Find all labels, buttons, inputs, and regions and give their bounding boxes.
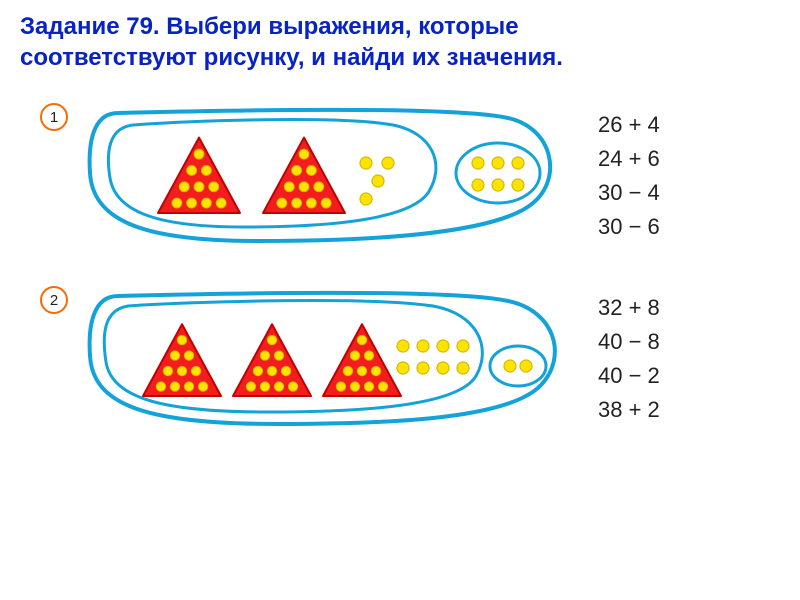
expression: 24 + 6: [598, 142, 660, 176]
title-line-2: соответствуют рисунку, и найди их значен…: [20, 44, 563, 71]
title-line-1: Задание 79. Выбери выражения, которые: [20, 13, 519, 40]
expression-list: 32 + 840 − 840 − 238 + 2: [598, 291, 660, 427]
expression-list: 26 + 424 + 630 − 430 − 6: [598, 108, 660, 244]
diagram: [78, 276, 568, 441]
diagram: [78, 93, 568, 258]
problem-number-badge: 1: [40, 103, 68, 131]
expression: 40 − 2: [598, 359, 660, 393]
expression: 40 − 8: [598, 325, 660, 359]
problem-row: 1 26 + 424 + 630 − 430 − 6: [40, 93, 780, 258]
problem-number-badge: 2: [40, 286, 68, 314]
expression: 38 + 2: [598, 393, 660, 427]
problems-container: 1 26 + 424 + 630 − 430 − 6 2 32 + 840 − 840…: [0, 73, 800, 441]
expression: 30 − 6: [598, 210, 660, 244]
expression: 26 + 4: [598, 108, 660, 142]
task-title: Задание 79. Выбери выражения, которые со…: [0, 0, 800, 73]
problem-row: 2 32 + 840 − 840 − 238 + 2: [40, 276, 780, 441]
expression: 30 − 4: [598, 176, 660, 210]
expression: 32 + 8: [598, 291, 660, 325]
